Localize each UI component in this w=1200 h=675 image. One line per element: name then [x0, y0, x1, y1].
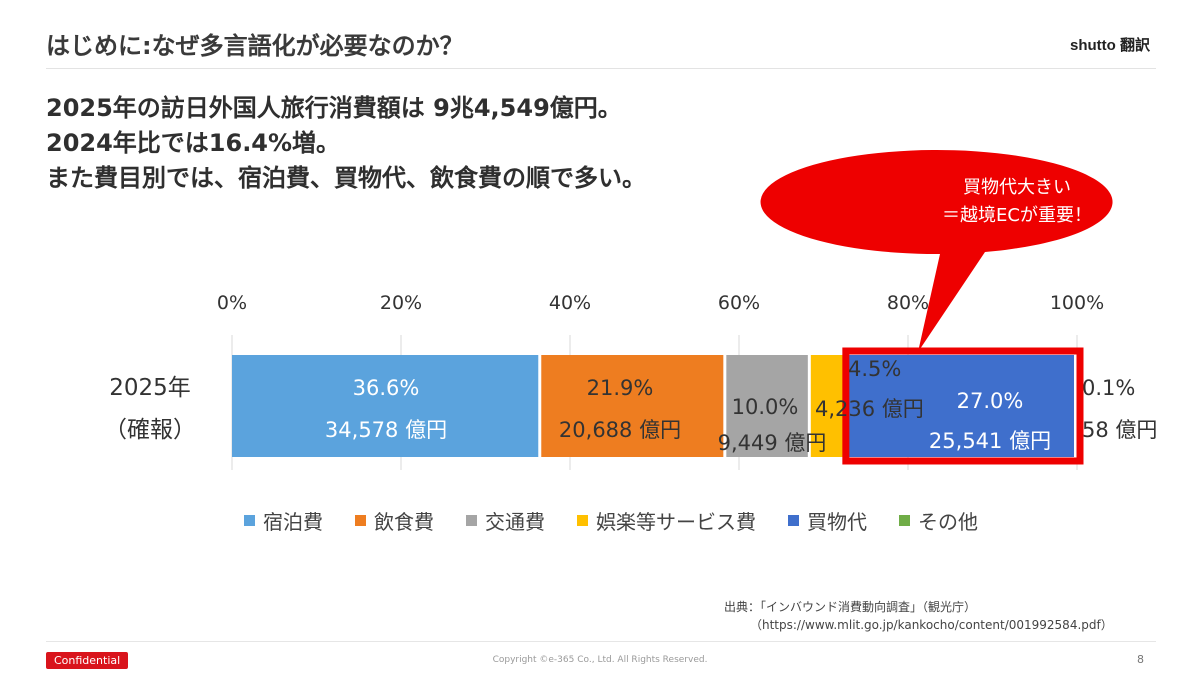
callout-line-2: ＝越境ECが重要！ [942, 205, 1092, 226]
legend-swatch [899, 515, 910, 526]
x-tick-label: 20% [380, 292, 422, 314]
data-label-value: 4,236 億円 [815, 397, 924, 421]
data-label-value: 58 億円 [1082, 418, 1157, 442]
legend-item: 宿泊費 [244, 506, 323, 535]
legend-label: 買物代 [807, 510, 867, 534]
brand-logo: shutto 翻訳 [1070, 37, 1150, 54]
headline-line-1: 2025年の訪日外国人旅行消費額は 9兆4,549億円。 [46, 94, 622, 122]
confidential-badge: Confidential [46, 652, 129, 669]
footer-divider [46, 641, 1156, 642]
legend-label: その他 [918, 510, 978, 534]
callout-text: 買物代大きい ＝越境ECが重要！ [862, 174, 1172, 230]
legend-item: 娯楽等サービス費 [577, 506, 756, 535]
legend-item: 交通費 [466, 506, 545, 535]
data-label-percent: 36.6% [353, 376, 420, 400]
bar-segment [541, 355, 724, 457]
bar-segment [810, 355, 846, 457]
headline-line-3: また費目別では、宿泊費、買物代、飲食費の順で多い。 [46, 164, 646, 192]
data-label-percent: 21.9% [587, 376, 654, 400]
legend-label: 飲食費 [374, 510, 434, 534]
page-title: はじめに:なぜ多言語化が必要なのか？ [46, 32, 464, 60]
data-label-percent: 10.0% [732, 395, 799, 419]
source-citation: 出典：「インバウンド消費動向調査」（観光庁） （https://www.mlit… [724, 598, 1113, 634]
bar-segment [726, 355, 808, 457]
legend-swatch [466, 515, 477, 526]
legend-swatch [577, 515, 588, 526]
headline: 2025年の訪日外国人旅行消費額は 9兆4,549億円。 2024年比では16.… [46, 91, 646, 196]
legend-swatch [788, 515, 799, 526]
callout-line-1: 買物代大きい [963, 177, 1071, 198]
category-label: 2025年 [109, 375, 191, 401]
legend-label: 娯楽等サービス費 [596, 510, 756, 534]
legend-item: その他 [899, 506, 978, 535]
copyright-text: Copyright ©e-365 Co., Ltd. All Rights Re… [492, 655, 708, 665]
x-tick-label: 0% [217, 292, 247, 314]
data-label-value: 9,449 億円 [718, 431, 827, 455]
source-line-2: （https://www.mlit.go.jp/kankocho/content… [750, 618, 1113, 632]
data-label-value: 25,541 億円 [929, 429, 1051, 453]
category-label: （確報） [104, 417, 196, 443]
source-line-1: 出典：「インバウンド消費動向調査」（観光庁） [724, 600, 977, 614]
legend-swatch [244, 515, 255, 526]
header-divider [46, 68, 1156, 69]
legend-swatch [355, 515, 366, 526]
headline-line-2: 2024年比では16.4%増。 [46, 129, 341, 157]
x-tick-label: 60% [718, 292, 760, 314]
bar-segment [848, 355, 1074, 457]
data-label-percent: 4.5% [848, 357, 901, 381]
legend-label: 交通費 [485, 510, 545, 534]
data-label-value: 34,578 億円 [325, 418, 447, 442]
x-tick-label: 80% [887, 292, 929, 314]
page-number: 8 [1137, 653, 1144, 666]
legend-item: 買物代 [788, 506, 867, 535]
data-label-percent: 27.0% [957, 389, 1024, 413]
x-tick-label: 40% [549, 292, 591, 314]
x-tick-label: 100% [1050, 292, 1104, 314]
legend-item: 飲食費 [355, 506, 434, 535]
legend-label: 宿泊費 [263, 510, 323, 534]
data-label-value: 20,688 億円 [559, 418, 681, 442]
bar-segment [232, 355, 539, 457]
data-label-percent: 0.1% [1082, 376, 1135, 400]
chart-legend: 宿泊費 飲食費 交通費 娯楽等サービス費 買物代 その他 [244, 506, 978, 535]
